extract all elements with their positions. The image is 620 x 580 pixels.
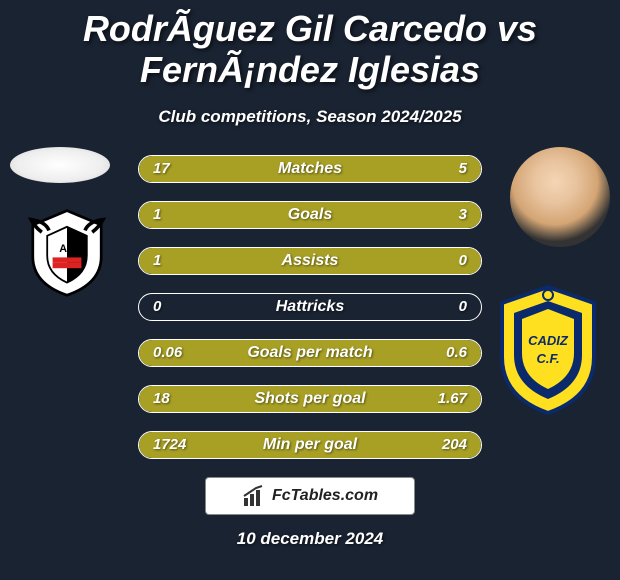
stat-value-right: 0	[421, 298, 481, 315]
player-right-photo	[510, 147, 610, 247]
stat-rows: 17Matches51Goals31Assists00Hattricks00.0…	[138, 155, 482, 459]
svg-text:C.F.: C.F.	[536, 351, 559, 366]
club-right-logo: CADIZ C.F.	[496, 285, 600, 415]
page-title: RodrÃ­guez Gil Carcedo vs FernÃ¡ndez Igl…	[0, 0, 620, 95]
albacete-shield-icon: AB	[22, 207, 112, 297]
site-badge[interactable]: FcTables.com	[205, 477, 415, 515]
stat-label: Shots per goal	[199, 390, 421, 408]
stat-value-left: 17	[139, 160, 199, 177]
stat-value-right: 5	[421, 160, 481, 177]
stat-value-left: 0	[139, 298, 199, 315]
stat-value-right: 0.6	[421, 344, 481, 361]
cadiz-shield-icon: CADIZ C.F.	[496, 285, 600, 415]
player-left-photo	[10, 147, 110, 183]
comparison-panel: AB CADIZ C.F. 17Matches51Goals31Assists0…	[0, 155, 620, 459]
stat-value-right: 204	[421, 436, 481, 453]
stat-value-right: 3	[421, 206, 481, 223]
stat-label: Goals per match	[199, 344, 421, 362]
stat-label: Min per goal	[199, 436, 421, 454]
stat-row: 0Hattricks0	[138, 293, 482, 321]
stat-row: 1724Min per goal204	[138, 431, 482, 459]
stat-row: 0.06Goals per match0.6	[138, 339, 482, 367]
subtitle: Club competitions, Season 2024/2025	[0, 107, 620, 127]
stat-row: 17Matches5	[138, 155, 482, 183]
club-left-logo: AB	[22, 207, 112, 297]
stat-label: Assists	[199, 252, 421, 270]
svg-text:AB: AB	[59, 243, 75, 255]
site-label: FcTables.com	[272, 487, 378, 505]
stat-value-left: 1	[139, 206, 199, 223]
stat-label: Goals	[199, 206, 421, 224]
stat-row: 1Goals3	[138, 201, 482, 229]
stat-value-left: 1	[139, 252, 199, 269]
stat-row: 18Shots per goal1.67	[138, 385, 482, 413]
date-label: 10 december 2024	[0, 529, 620, 549]
stat-label: Matches	[199, 160, 421, 178]
stat-value-left: 1724	[139, 436, 199, 453]
stat-value-right: 1.67	[421, 390, 481, 407]
svg-text:CADIZ: CADIZ	[528, 333, 569, 348]
stat-value-right: 0	[421, 252, 481, 269]
stat-label: Hattricks	[199, 298, 421, 316]
stat-row: 1Assists0	[138, 247, 482, 275]
stat-value-left: 0.06	[139, 344, 199, 361]
chart-icon	[242, 484, 266, 508]
stat-value-left: 18	[139, 390, 199, 407]
